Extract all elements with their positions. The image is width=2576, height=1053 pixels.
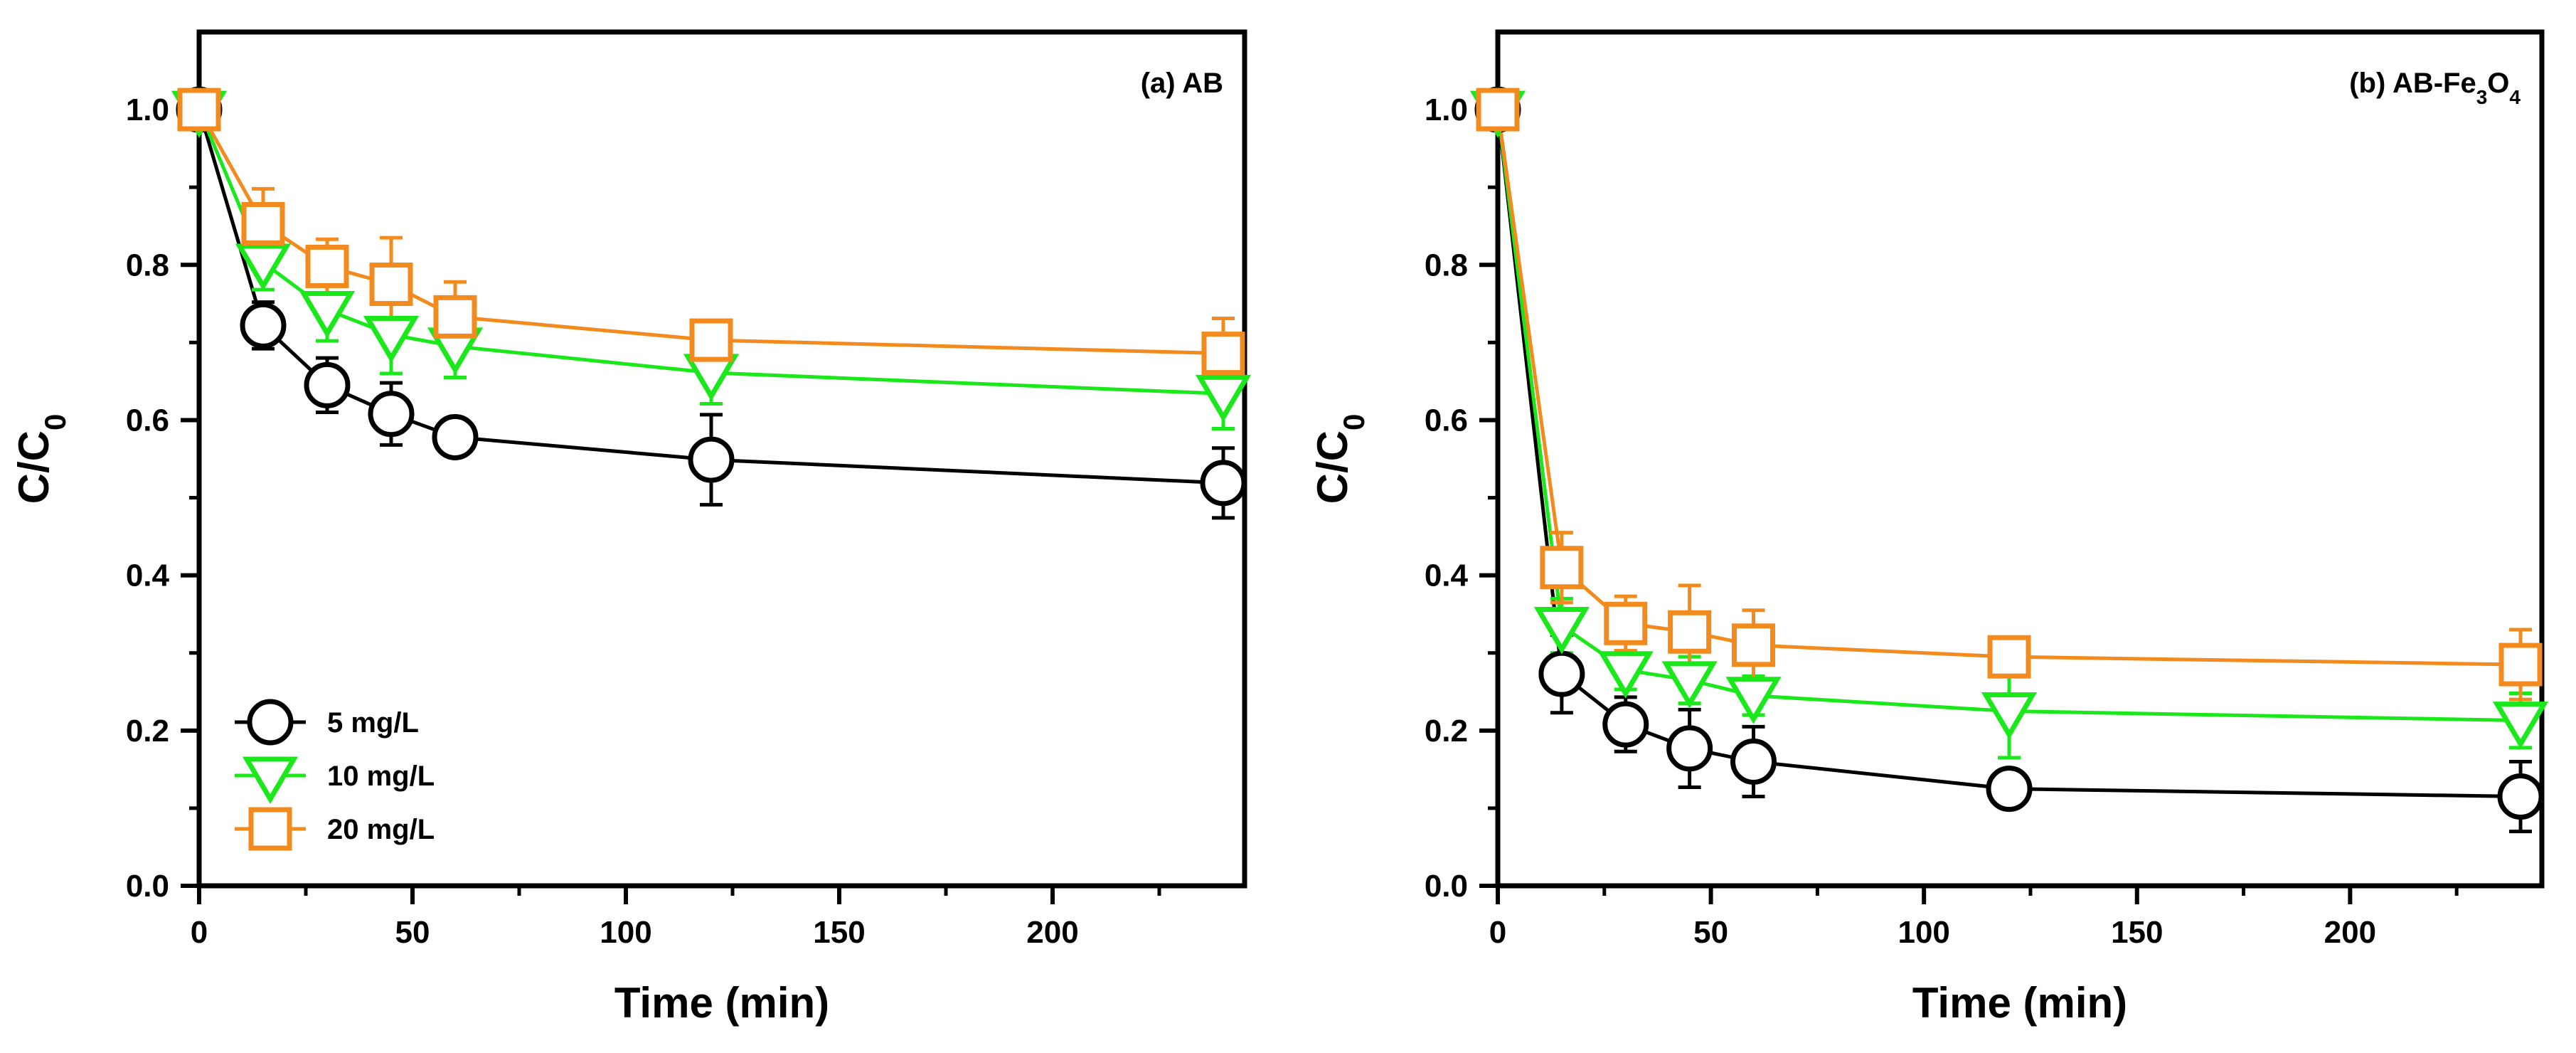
chart-panel-a: 0 50 100 150 200 0.0 0.2 0.4 0.6 0.8 1.0 Time (min)… xyxy=(10,29,1252,1027)
y-tick-label: 0.8 xyxy=(1425,248,1468,282)
data-point xyxy=(2492,702,2549,749)
y-tick-label: 0.0 xyxy=(126,869,169,904)
legend-label: 20 mg/L xyxy=(327,814,435,845)
x-tick-label: 0 xyxy=(1489,915,1506,950)
data-point xyxy=(1730,738,1777,785)
data-point xyxy=(1597,651,1654,699)
x-axis-title: Time (min) xyxy=(614,979,829,1027)
x-tick-label: 100 xyxy=(600,915,651,950)
x-tick-label: 50 xyxy=(395,915,430,950)
data-point xyxy=(1725,677,1782,724)
markers-20-mg-l xyxy=(177,88,1245,376)
chart-panel-b: 0 50 100 150 200 0.0 0.2 0.4 0.6 0.8 1.0 Time (min)… xyxy=(1309,29,2549,1027)
data-point xyxy=(433,295,477,339)
data-point xyxy=(1533,607,1590,655)
data-point xyxy=(1666,725,1713,772)
y-tick-label: 0.0 xyxy=(1425,869,1468,904)
x-tick-label: 150 xyxy=(2111,915,2163,950)
data-point xyxy=(1981,692,2038,740)
markers-5-mg-l xyxy=(176,86,1247,507)
legend-marker xyxy=(248,807,292,851)
data-point xyxy=(1732,623,1776,667)
data-point xyxy=(241,201,285,245)
data-point xyxy=(368,391,415,438)
x-tick-label: 0 xyxy=(191,915,208,950)
legend-label: 10 mg/L xyxy=(327,761,435,792)
y-tick-label: 0.8 xyxy=(126,248,169,282)
data-point xyxy=(689,318,733,362)
data-point xyxy=(1987,635,2031,679)
data-point xyxy=(369,263,413,307)
y-tick-label: 1.0 xyxy=(126,92,169,127)
data-point xyxy=(2498,642,2543,687)
data-point xyxy=(1602,701,1649,748)
data-point xyxy=(177,88,221,132)
markers-10-mg-l xyxy=(1469,90,2549,749)
y-axis-title: C/C0 xyxy=(1309,414,1371,504)
data-point xyxy=(1540,546,1584,590)
data-point xyxy=(363,315,420,364)
data-point xyxy=(1200,460,1247,507)
plot-frame xyxy=(196,29,1247,889)
data-point xyxy=(299,291,356,339)
markers-20-mg-l xyxy=(1476,88,2543,687)
data-point xyxy=(305,244,349,288)
data-point xyxy=(1201,332,1245,376)
x-tick-label: 100 xyxy=(1898,915,1949,950)
y-tick-label: 1.0 xyxy=(1425,92,1468,127)
y-tick-label: 0.2 xyxy=(1425,714,1468,748)
y-tick-label: 0.2 xyxy=(126,714,169,748)
x-tick-label: 150 xyxy=(813,915,865,950)
data-point xyxy=(1986,766,2033,813)
legend: 5 mg/L 10 mg/L 20 mg/L xyxy=(235,699,435,851)
panel-label: (b) AB-Fe3O4 xyxy=(2349,68,2521,108)
data-point xyxy=(1604,601,1648,645)
data-point xyxy=(240,302,287,349)
legend-label: 5 mg/L xyxy=(327,707,419,739)
data-point xyxy=(688,436,735,483)
legend-marker xyxy=(247,699,294,746)
data-point xyxy=(304,361,351,408)
data-point xyxy=(1195,374,1252,423)
data-point xyxy=(432,413,479,460)
data-point xyxy=(1538,650,1585,697)
x-tick-label: 50 xyxy=(1693,915,1728,950)
data-point xyxy=(1668,610,1712,654)
plot-frame xyxy=(1495,29,2545,889)
data-point xyxy=(1476,88,1520,132)
data-point xyxy=(235,243,292,291)
legend-marker xyxy=(242,756,299,804)
data-point xyxy=(2497,773,2544,820)
x-axis-title: Time (min) xyxy=(1912,979,2127,1027)
data-point xyxy=(1661,661,1718,709)
y-tick-label: 0.6 xyxy=(126,403,169,438)
panel-label: (a) AB xyxy=(1141,68,1223,99)
y-tick-label: 0.4 xyxy=(126,559,170,593)
x-tick-label: 200 xyxy=(1026,915,1078,950)
x-tick-label: 200 xyxy=(2324,915,2376,950)
y-tick-label: 0.6 xyxy=(1425,403,1468,438)
y-axis-title: C/C0 xyxy=(10,414,72,504)
y-tick-label: 0.4 xyxy=(1425,559,1469,593)
